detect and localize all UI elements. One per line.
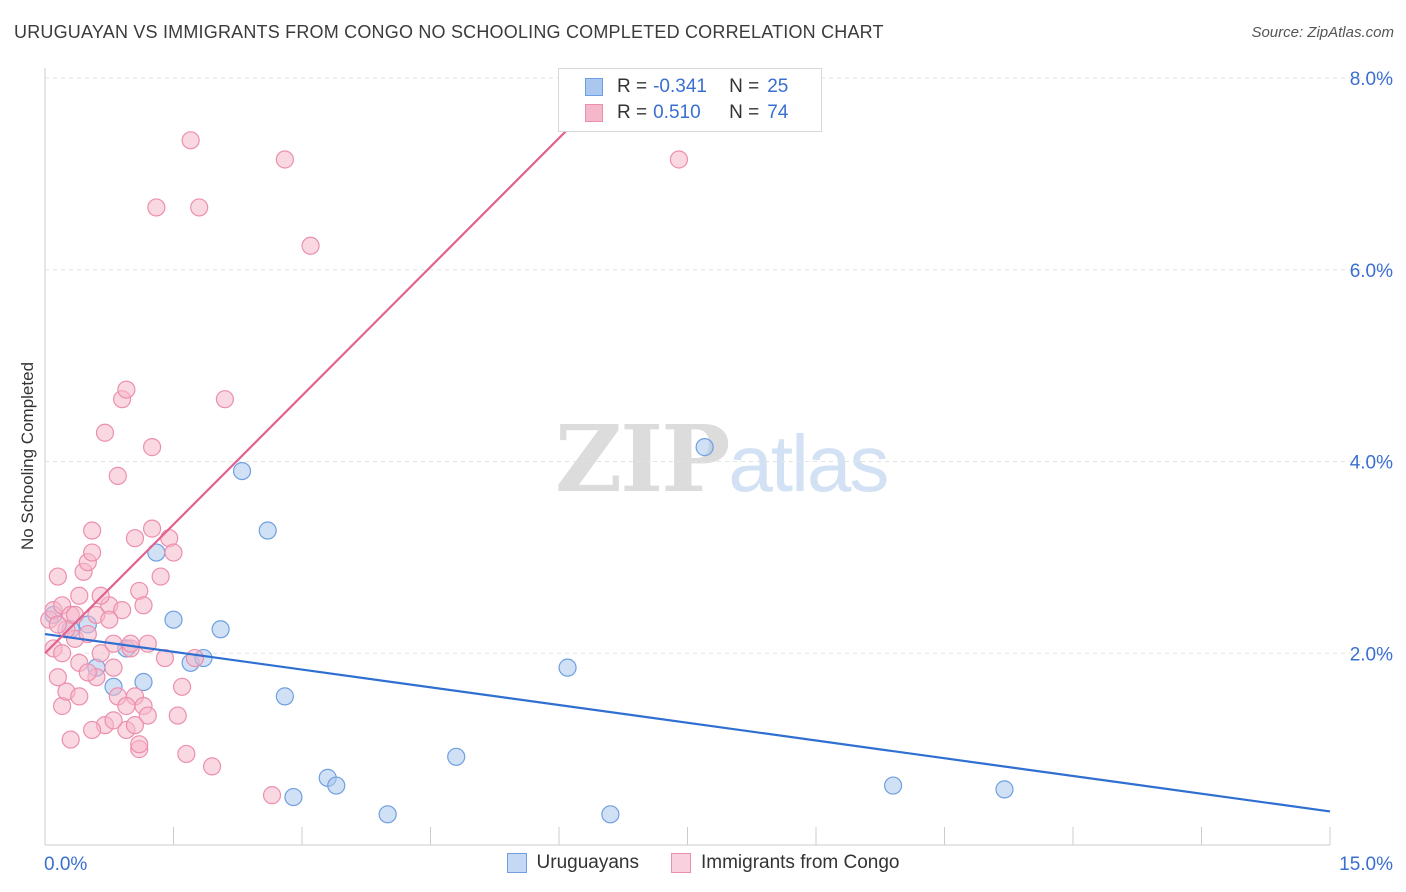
source-label: Source: ZipAtlas.com — [1251, 24, 1394, 41]
legend-label-uruguayans: Uruguayans — [536, 852, 639, 873]
watermark-zip: ZIP — [555, 405, 730, 513]
point-congo — [172, 677, 192, 696]
point-congo — [177, 744, 196, 764]
point-uruguayan — [327, 776, 346, 795]
point-congo — [70, 687, 89, 706]
point-congo — [117, 696, 136, 716]
y-tick-label: 8.0% — [1350, 69, 1393, 90]
point-congo — [125, 716, 145, 735]
point-congo — [275, 150, 294, 169]
point-congo — [53, 644, 72, 663]
point-congo — [669, 150, 689, 169]
legend-n-value: 25 — [767, 76, 789, 97]
point-congo — [91, 586, 110, 605]
point-congo — [185, 648, 205, 668]
point-congo — [151, 567, 170, 586]
point-congo — [134, 596, 153, 615]
watermark: ZIPatlas — [555, 405, 889, 513]
point-uruguayan — [211, 620, 230, 639]
point-uruguayan — [284, 787, 303, 807]
point-uruguayan — [447, 747, 466, 766]
legend-n-value: 74 — [767, 102, 789, 123]
point-uruguayan — [164, 610, 183, 629]
point-congo — [112, 601, 132, 620]
y-axis-title: No Schooling Completed — [18, 361, 37, 551]
point-uruguayan — [695, 438, 714, 457]
legend-swatch-pink — [670, 853, 691, 873]
x-tick-label: 15.0% — [1339, 854, 1393, 875]
point-congo — [100, 610, 119, 629]
watermark-atlas: atlas — [728, 419, 889, 508]
point-uruguayan — [601, 805, 620, 824]
legend-r-label: R = — [617, 102, 648, 123]
correlation-legend: R = -0.341 N = 25 R = 0.510 N = 74 — [558, 68, 822, 132]
point-congo — [164, 543, 183, 562]
y-tick-label: 2.0% — [1350, 644, 1393, 665]
trendline-congo — [44, 77, 620, 655]
legend-item-uruguayans[interactable]: Uruguayans — [506, 852, 639, 874]
point-uruguayan — [134, 672, 153, 692]
point-congo — [142, 438, 162, 457]
point-congo — [48, 567, 67, 586]
point-congo — [95, 423, 115, 442]
point-congo — [61, 730, 80, 749]
y-tick-label: 6.0% — [1350, 261, 1393, 282]
legend-r-value: -0.341 — [653, 76, 707, 97]
point-congo — [181, 131, 200, 150]
point-congo — [125, 529, 145, 548]
legend-swatch-blue — [506, 853, 527, 873]
trendline-uruguayan — [44, 632, 1331, 813]
point-congo — [190, 198, 209, 217]
point-congo — [130, 735, 149, 754]
legend-r-label: R = — [617, 76, 648, 97]
legend-r-value: 0.510 — [653, 102, 701, 123]
point-congo — [202, 757, 222, 776]
point-congo — [215, 390, 234, 409]
point-congo — [91, 644, 110, 663]
legend-row-congo: R = 0.510 N = 74 — [585, 101, 788, 125]
series-legend: Uruguayans Immigrants from Congo — [0, 852, 1406, 874]
point-congo — [138, 706, 157, 725]
point-uruguayan — [883, 776, 903, 795]
point-congo — [104, 711, 123, 730]
x-tick-label: 0.0% — [44, 854, 87, 875]
point-congo — [301, 236, 320, 255]
point-congo — [83, 521, 102, 540]
point-congo — [83, 720, 102, 740]
point-congo — [78, 663, 97, 682]
point-uruguayan — [995, 780, 1014, 799]
point-congo — [142, 519, 162, 538]
point-congo — [117, 380, 136, 399]
legend-label-congo: Immigrants from Congo — [700, 852, 900, 873]
point-uruguayan — [258, 521, 277, 540]
point-congo — [104, 658, 123, 677]
point-congo — [147, 198, 166, 217]
point-congo — [262, 786, 282, 805]
legend-item-congo[interactable]: Immigrants from Congo — [670, 852, 900, 874]
point-congo — [121, 634, 140, 653]
point-uruguayan — [275, 687, 294, 706]
legend-row-uruguayans: R = -0.341 N = 25 — [585, 75, 788, 99]
point-congo — [48, 668, 67, 687]
point-congo — [108, 466, 127, 485]
legend-swatch-pink — [585, 104, 603, 122]
point-congo — [48, 615, 67, 634]
point-congo — [70, 586, 89, 605]
point-uruguayan — [378, 805, 397, 824]
point-uruguayan — [232, 461, 252, 481]
legend-swatch-blue — [585, 78, 603, 96]
point-congo — [83, 543, 102, 562]
chart-title: URUGUAYAN VS IMMIGRANTS FROM CONGO NO SC… — [14, 22, 884, 42]
point-congo — [168, 706, 187, 725]
legend-n-label: N = — [729, 102, 760, 123]
legend-n-label: N = — [729, 76, 760, 97]
y-tick-label: 4.0% — [1350, 453, 1393, 474]
point-uruguayan — [558, 658, 577, 677]
